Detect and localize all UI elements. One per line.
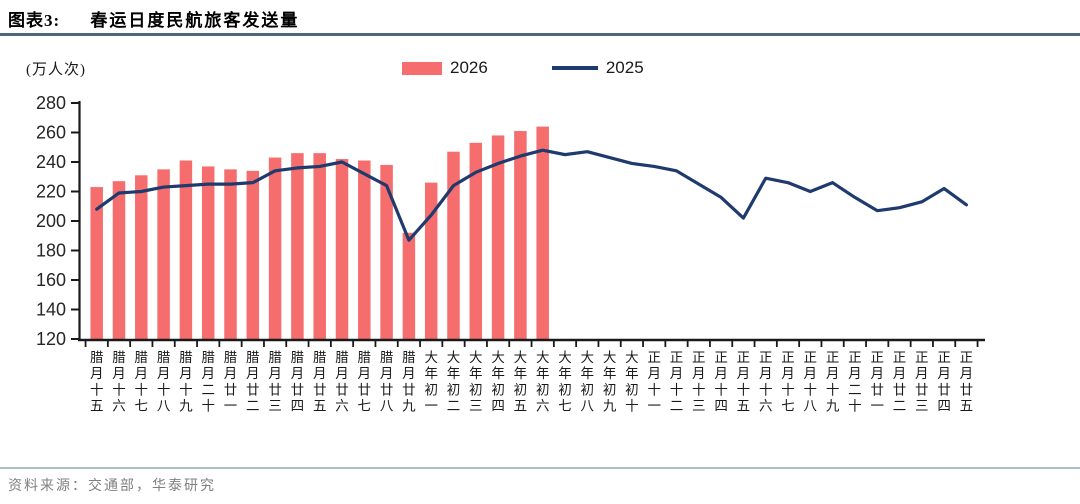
chart-svg: 120140160180200220240260280腊月十五腊月十六腊月十七腊… bbox=[36, 93, 985, 414]
x-tick-label: 正月二十 bbox=[848, 350, 862, 414]
source-note: 资料来源：交通部，华泰研究 bbox=[8, 479, 216, 494]
x-tick-label: 大年初三 bbox=[469, 350, 483, 414]
x-tick-label: 腊月十六 bbox=[112, 350, 126, 414]
x-tick-label: 腊月廿四 bbox=[291, 350, 305, 414]
x-tick-label: 大年初四 bbox=[491, 350, 505, 414]
x-tick-label: 腊月廿一 bbox=[224, 350, 238, 414]
chart-legend: 2026 2025 bbox=[402, 58, 644, 78]
y-tick-label: 200 bbox=[36, 211, 66, 231]
x-tick-label: 大年初五 bbox=[514, 350, 528, 414]
bar bbox=[514, 131, 527, 339]
x-tick-label: 正月十二 bbox=[670, 350, 684, 414]
footer-rule bbox=[0, 467, 1080, 469]
x-tick-label: 腊月十九 bbox=[179, 350, 193, 414]
x-tick-label: 腊月十七 bbox=[135, 350, 149, 414]
bar bbox=[358, 160, 371, 339]
legend-label-2026: 2026 bbox=[450, 58, 488, 77]
bar bbox=[491, 135, 505, 339]
bar bbox=[246, 170, 260, 339]
legend-bar-swatch-icon bbox=[402, 61, 442, 75]
y-tick-label: 280 bbox=[36, 93, 66, 113]
x-tick-label: 正月廿二 bbox=[893, 350, 907, 414]
x-tick-label: 正月廿四 bbox=[937, 350, 951, 414]
x-tick-label: 腊月廿五 bbox=[313, 350, 327, 414]
x-tick-label: 正月十五 bbox=[737, 350, 751, 414]
figure-label: 图表3: bbox=[8, 11, 61, 30]
x-tick-label: 正月十三 bbox=[692, 350, 706, 414]
bar bbox=[424, 182, 438, 339]
trend-line bbox=[95, 148, 969, 242]
chart-header: 图表3: 春运日度民航旅客发送量 bbox=[8, 6, 299, 31]
x-tick-label: 腊月十五 bbox=[90, 350, 104, 414]
bar bbox=[313, 153, 326, 339]
bar bbox=[447, 151, 460, 339]
x-tick-label: 腊月廿六 bbox=[335, 350, 349, 414]
y-tick-label: 140 bbox=[36, 300, 66, 320]
x-tick-label: 大年初二 bbox=[447, 350, 461, 414]
legend-item-2026: 2026 bbox=[402, 58, 488, 78]
bar bbox=[380, 164, 393, 339]
bar bbox=[90, 187, 103, 339]
x-tick-label: 正月十六 bbox=[759, 350, 773, 414]
x-tick-label: 腊月廿八 bbox=[380, 350, 394, 414]
x-tick-label: 腊月廿三 bbox=[268, 350, 282, 414]
x-tick-label: 腊月廿九 bbox=[402, 350, 416, 414]
x-tick-label: 正月廿一 bbox=[870, 350, 884, 414]
page-title: 春运日度民航旅客发送量 bbox=[90, 11, 300, 30]
x-tick-label: 腊月十八 bbox=[157, 350, 171, 414]
y-tick-label: 180 bbox=[36, 241, 66, 261]
x-tick-label: 大年初一 bbox=[424, 350, 438, 414]
x-tick-label: 正月十九 bbox=[826, 350, 840, 414]
y-tick-label: 120 bbox=[36, 329, 66, 349]
legend-item-2025: 2025 bbox=[551, 58, 644, 78]
bar bbox=[112, 181, 126, 339]
x-tick-label: 正月十八 bbox=[804, 350, 818, 414]
y-tick-label: 260 bbox=[36, 123, 66, 143]
x-tick-label: 正月廿五 bbox=[960, 350, 974, 414]
bar bbox=[291, 153, 304, 339]
bar bbox=[536, 126, 549, 339]
bar bbox=[201, 166, 215, 339]
bar bbox=[402, 232, 416, 339]
title-rule bbox=[0, 33, 1080, 36]
bar bbox=[157, 169, 170, 339]
x-tick-label: 大年初十 bbox=[625, 350, 639, 414]
x-tick-label: 腊月二十 bbox=[201, 350, 215, 414]
bar bbox=[135, 175, 148, 339]
x-tick-label: 正月十七 bbox=[781, 350, 795, 414]
x-tick-label: 正月廿三 bbox=[915, 350, 929, 414]
legend-line-swatch-icon bbox=[551, 66, 598, 70]
bar bbox=[335, 159, 349, 339]
legend-label-2025: 2025 bbox=[605, 58, 644, 77]
x-tick-label: 腊月廿二 bbox=[246, 350, 260, 414]
x-tick-label: 正月十四 bbox=[714, 350, 728, 414]
x-tick-label: 大年初七 bbox=[558, 350, 572, 414]
y-axis-unit-label: (万人次) bbox=[26, 62, 86, 78]
y-tick-label: 160 bbox=[36, 270, 66, 290]
x-tick-label: 腊月廿七 bbox=[358, 350, 372, 414]
x-tick-label: 大年初六 bbox=[536, 350, 550, 414]
x-tick-label: 大年初九 bbox=[603, 350, 617, 414]
bar bbox=[224, 169, 237, 339]
y-tick-label: 240 bbox=[36, 152, 66, 172]
y-tick-label: 220 bbox=[36, 182, 66, 202]
x-tick-label: 正月十一 bbox=[647, 350, 661, 414]
bar bbox=[469, 142, 483, 339]
bar bbox=[268, 157, 282, 339]
bar bbox=[179, 160, 193, 339]
x-tick-label: 大年初八 bbox=[581, 350, 595, 414]
